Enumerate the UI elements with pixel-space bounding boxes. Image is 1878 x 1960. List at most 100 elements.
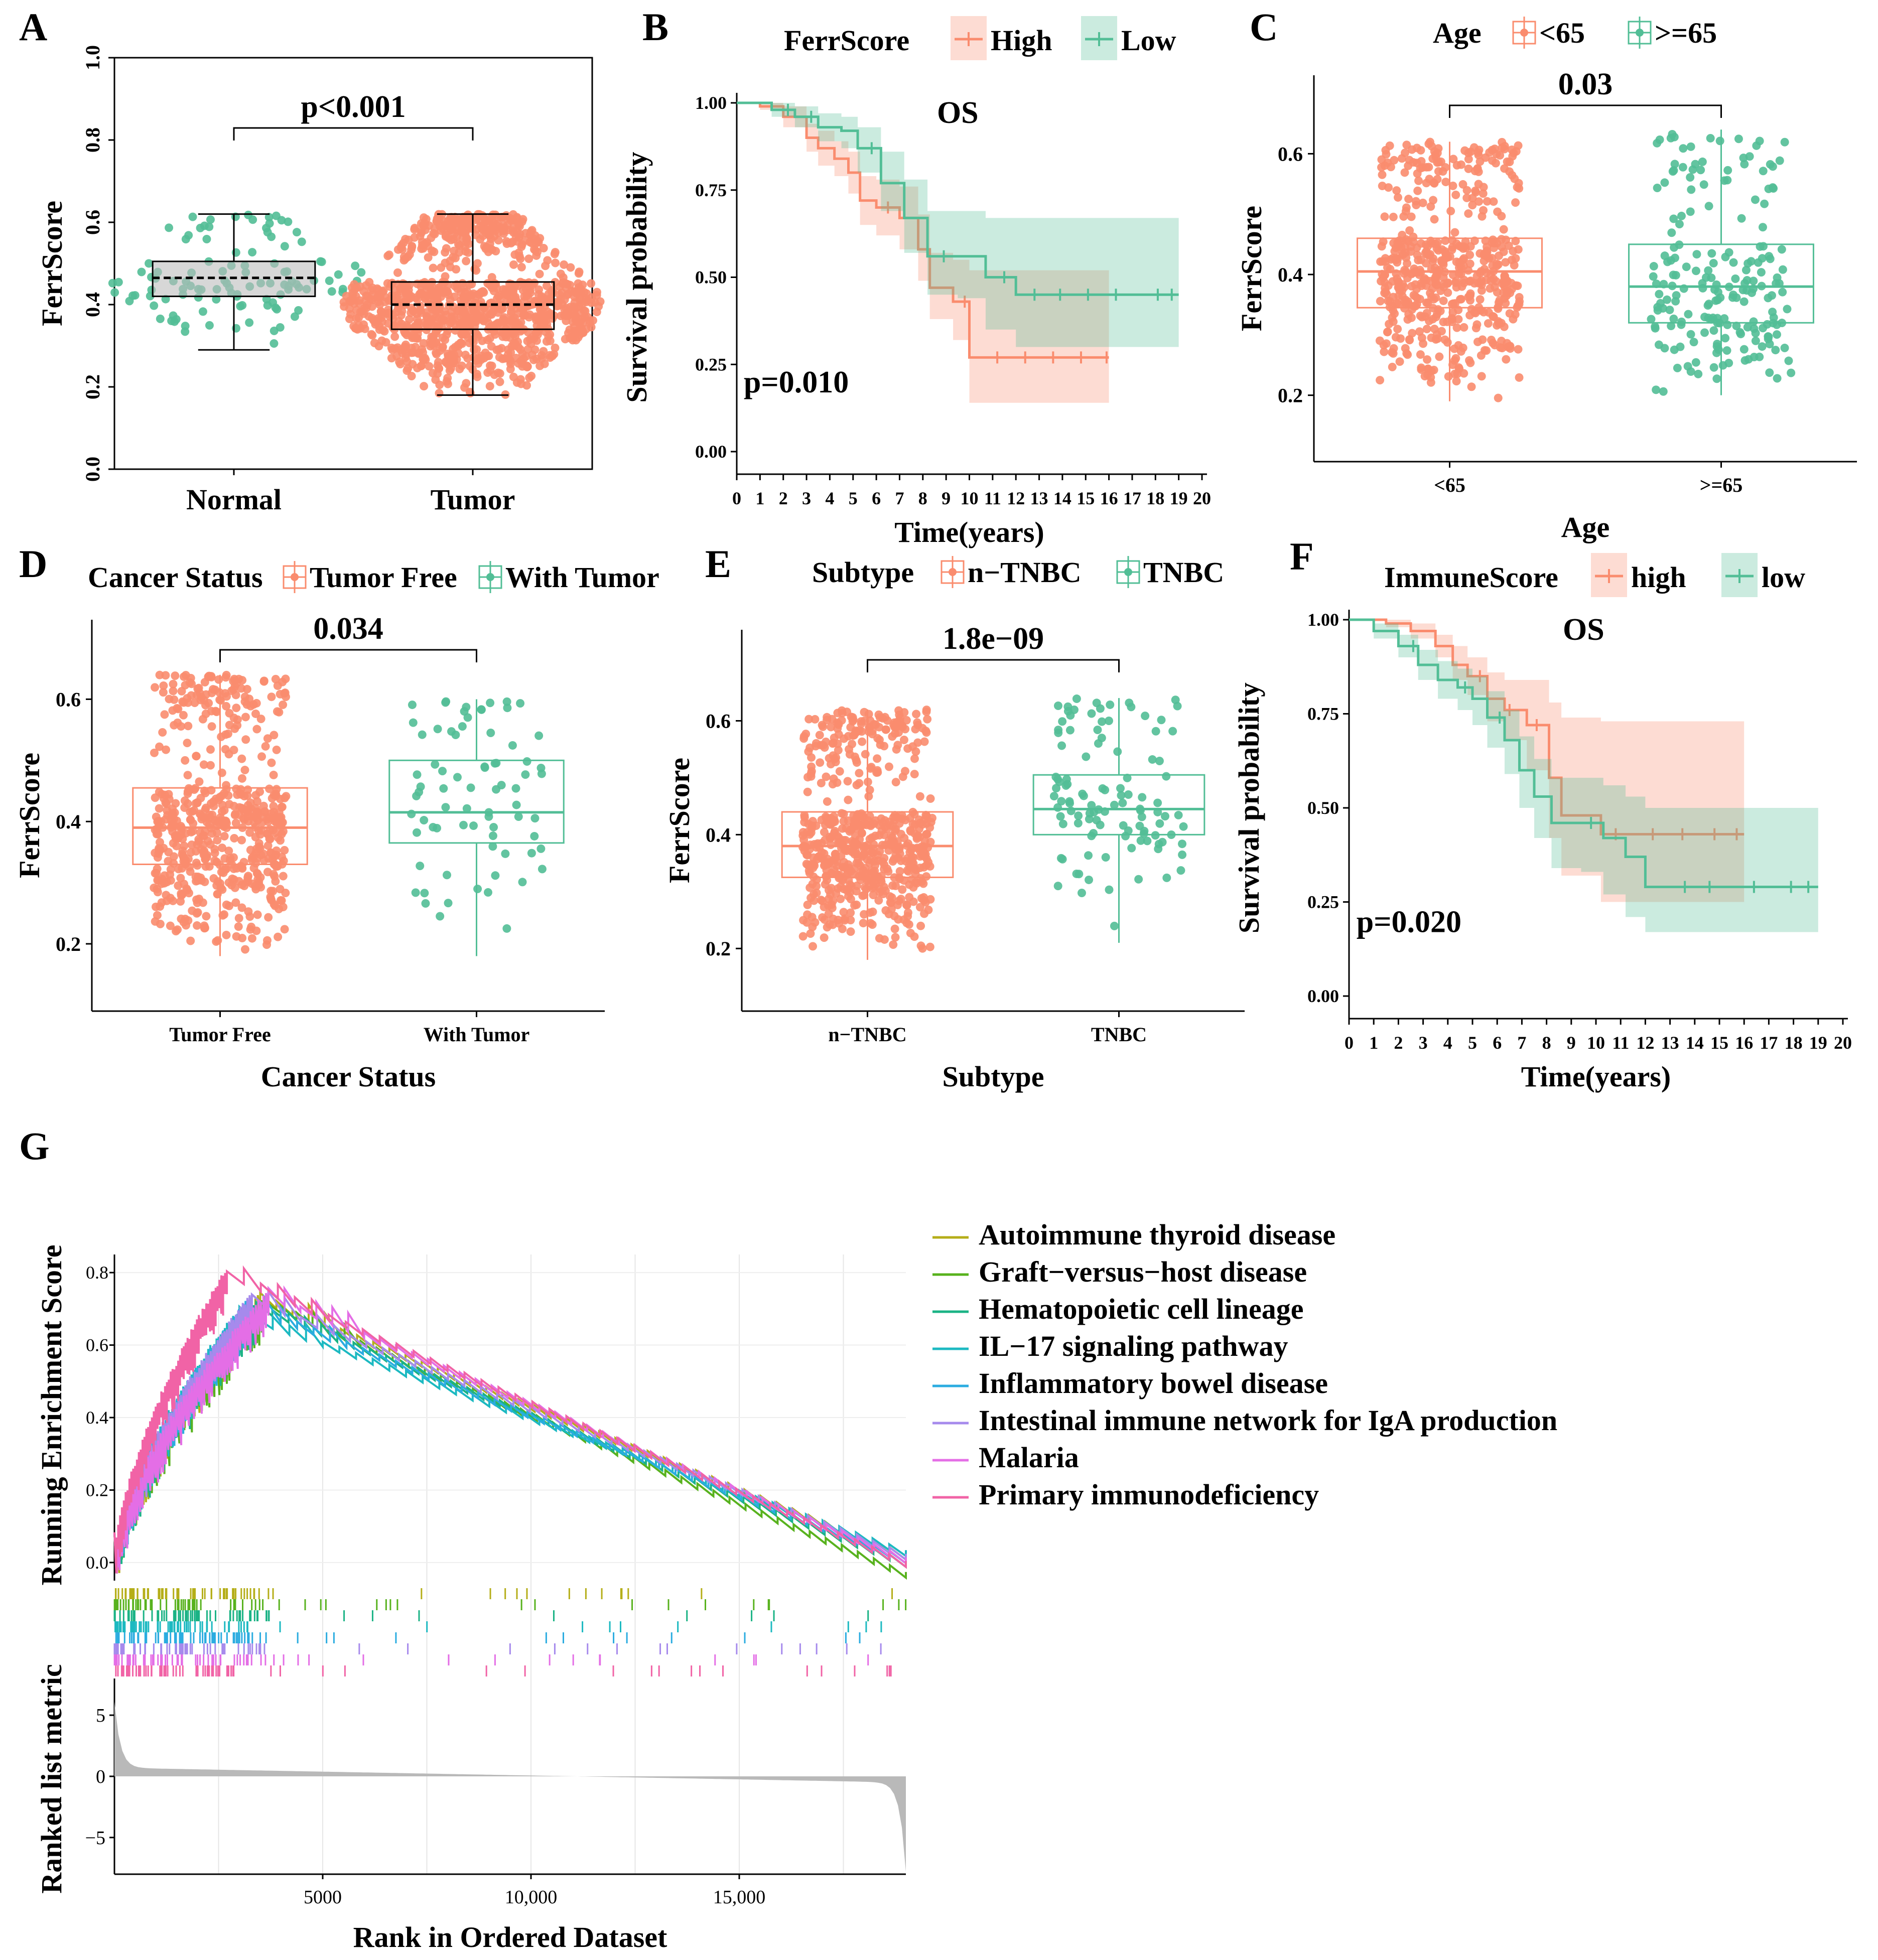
data-point <box>1392 186 1401 195</box>
data-point <box>1771 346 1780 355</box>
data-point <box>854 814 863 823</box>
legend-label: TNBC <box>1143 556 1224 589</box>
data-point <box>265 834 274 844</box>
data-point <box>263 228 272 237</box>
data-point <box>454 340 463 349</box>
data-point <box>217 732 226 741</box>
data-point <box>875 831 884 840</box>
data-point <box>873 768 882 777</box>
data-point <box>1500 283 1509 292</box>
data-point <box>1676 342 1685 351</box>
data-point <box>1085 875 1094 884</box>
data-point <box>1704 202 1713 211</box>
data-point <box>835 767 844 776</box>
data-point <box>1752 141 1761 150</box>
data-point <box>435 364 444 373</box>
data-point <box>525 335 534 344</box>
x-tick-label: 12 <box>1007 488 1025 508</box>
data-point <box>264 913 273 922</box>
y-tick-label: 0.75 <box>1307 704 1339 724</box>
data-point <box>534 731 544 740</box>
data-point <box>1485 148 1494 157</box>
data-point <box>290 312 299 321</box>
data-point <box>256 830 265 839</box>
data-point <box>438 767 447 776</box>
data-point <box>292 228 301 237</box>
data-point <box>1056 854 1065 863</box>
data-point <box>859 851 868 860</box>
hit-ticks <box>113 1654 869 1665</box>
data-point <box>846 927 855 936</box>
data-point <box>267 758 276 767</box>
data-point <box>807 824 816 833</box>
data-point <box>1734 134 1743 144</box>
data-point <box>1427 366 1436 375</box>
data-point <box>417 244 426 253</box>
data-point <box>530 831 539 841</box>
data-point <box>900 767 909 776</box>
data-point <box>234 922 243 931</box>
data-point <box>526 227 535 236</box>
data-point <box>550 249 559 258</box>
data-point <box>501 330 510 339</box>
data-point <box>1512 281 1521 290</box>
data-point <box>410 225 419 234</box>
data-point <box>218 885 227 894</box>
data-point <box>1176 866 1185 875</box>
data-point <box>420 382 429 391</box>
data-point <box>225 901 234 910</box>
data-point <box>916 941 925 950</box>
data-point <box>1679 144 1688 153</box>
data-point <box>1473 148 1483 157</box>
data-point <box>494 368 503 377</box>
data-point <box>201 803 210 812</box>
data-point <box>511 784 520 793</box>
data-point <box>1749 276 1758 286</box>
data-point <box>875 820 884 829</box>
data-point <box>1430 215 1439 224</box>
data-point <box>439 784 448 793</box>
data-point <box>915 792 924 801</box>
data-point <box>1440 335 1449 344</box>
data-point <box>217 807 226 816</box>
data-point <box>263 734 272 743</box>
data-point <box>889 940 898 949</box>
data-point <box>1395 357 1404 366</box>
data-point <box>551 343 560 352</box>
data-point <box>806 883 815 892</box>
panel-A: 0.0 0.2 0.4 0.6 0.8 1.0 Normal Tumor FerrScore p<… <box>36 45 605 516</box>
y-axis-title: Ranked list metric <box>35 1664 68 1894</box>
data-point <box>495 377 504 386</box>
data-point <box>1509 315 1518 324</box>
data-point <box>473 372 482 381</box>
x-tick-label: 15,000 <box>713 1887 766 1908</box>
data-point <box>192 859 201 868</box>
data-point <box>820 933 829 942</box>
data-point <box>858 891 867 900</box>
data-point <box>822 772 831 781</box>
data-point <box>1691 266 1700 275</box>
data-point <box>1766 160 1775 169</box>
data-point <box>1741 265 1751 274</box>
data-point <box>433 294 442 303</box>
data-point <box>240 792 249 801</box>
y-tick-label: 0.25 <box>695 354 727 374</box>
data-point <box>1065 726 1075 735</box>
data-point <box>430 305 439 314</box>
data-point <box>272 745 281 754</box>
data-point <box>429 333 438 342</box>
data-point <box>1058 717 1067 726</box>
data-point <box>245 912 254 921</box>
legend-key-dot <box>1636 29 1644 37</box>
data-point <box>485 382 494 391</box>
legend-label: low <box>1762 561 1805 594</box>
data-point <box>918 724 927 733</box>
data-point <box>1712 348 1721 357</box>
data-point <box>403 323 412 332</box>
x-tick-label: 8 <box>1542 1033 1551 1053</box>
data-point <box>874 856 883 865</box>
data-point <box>349 322 358 331</box>
y-tick-label: 0.0 <box>81 457 104 482</box>
data-point <box>1505 158 1514 167</box>
data-point <box>1720 314 1729 323</box>
